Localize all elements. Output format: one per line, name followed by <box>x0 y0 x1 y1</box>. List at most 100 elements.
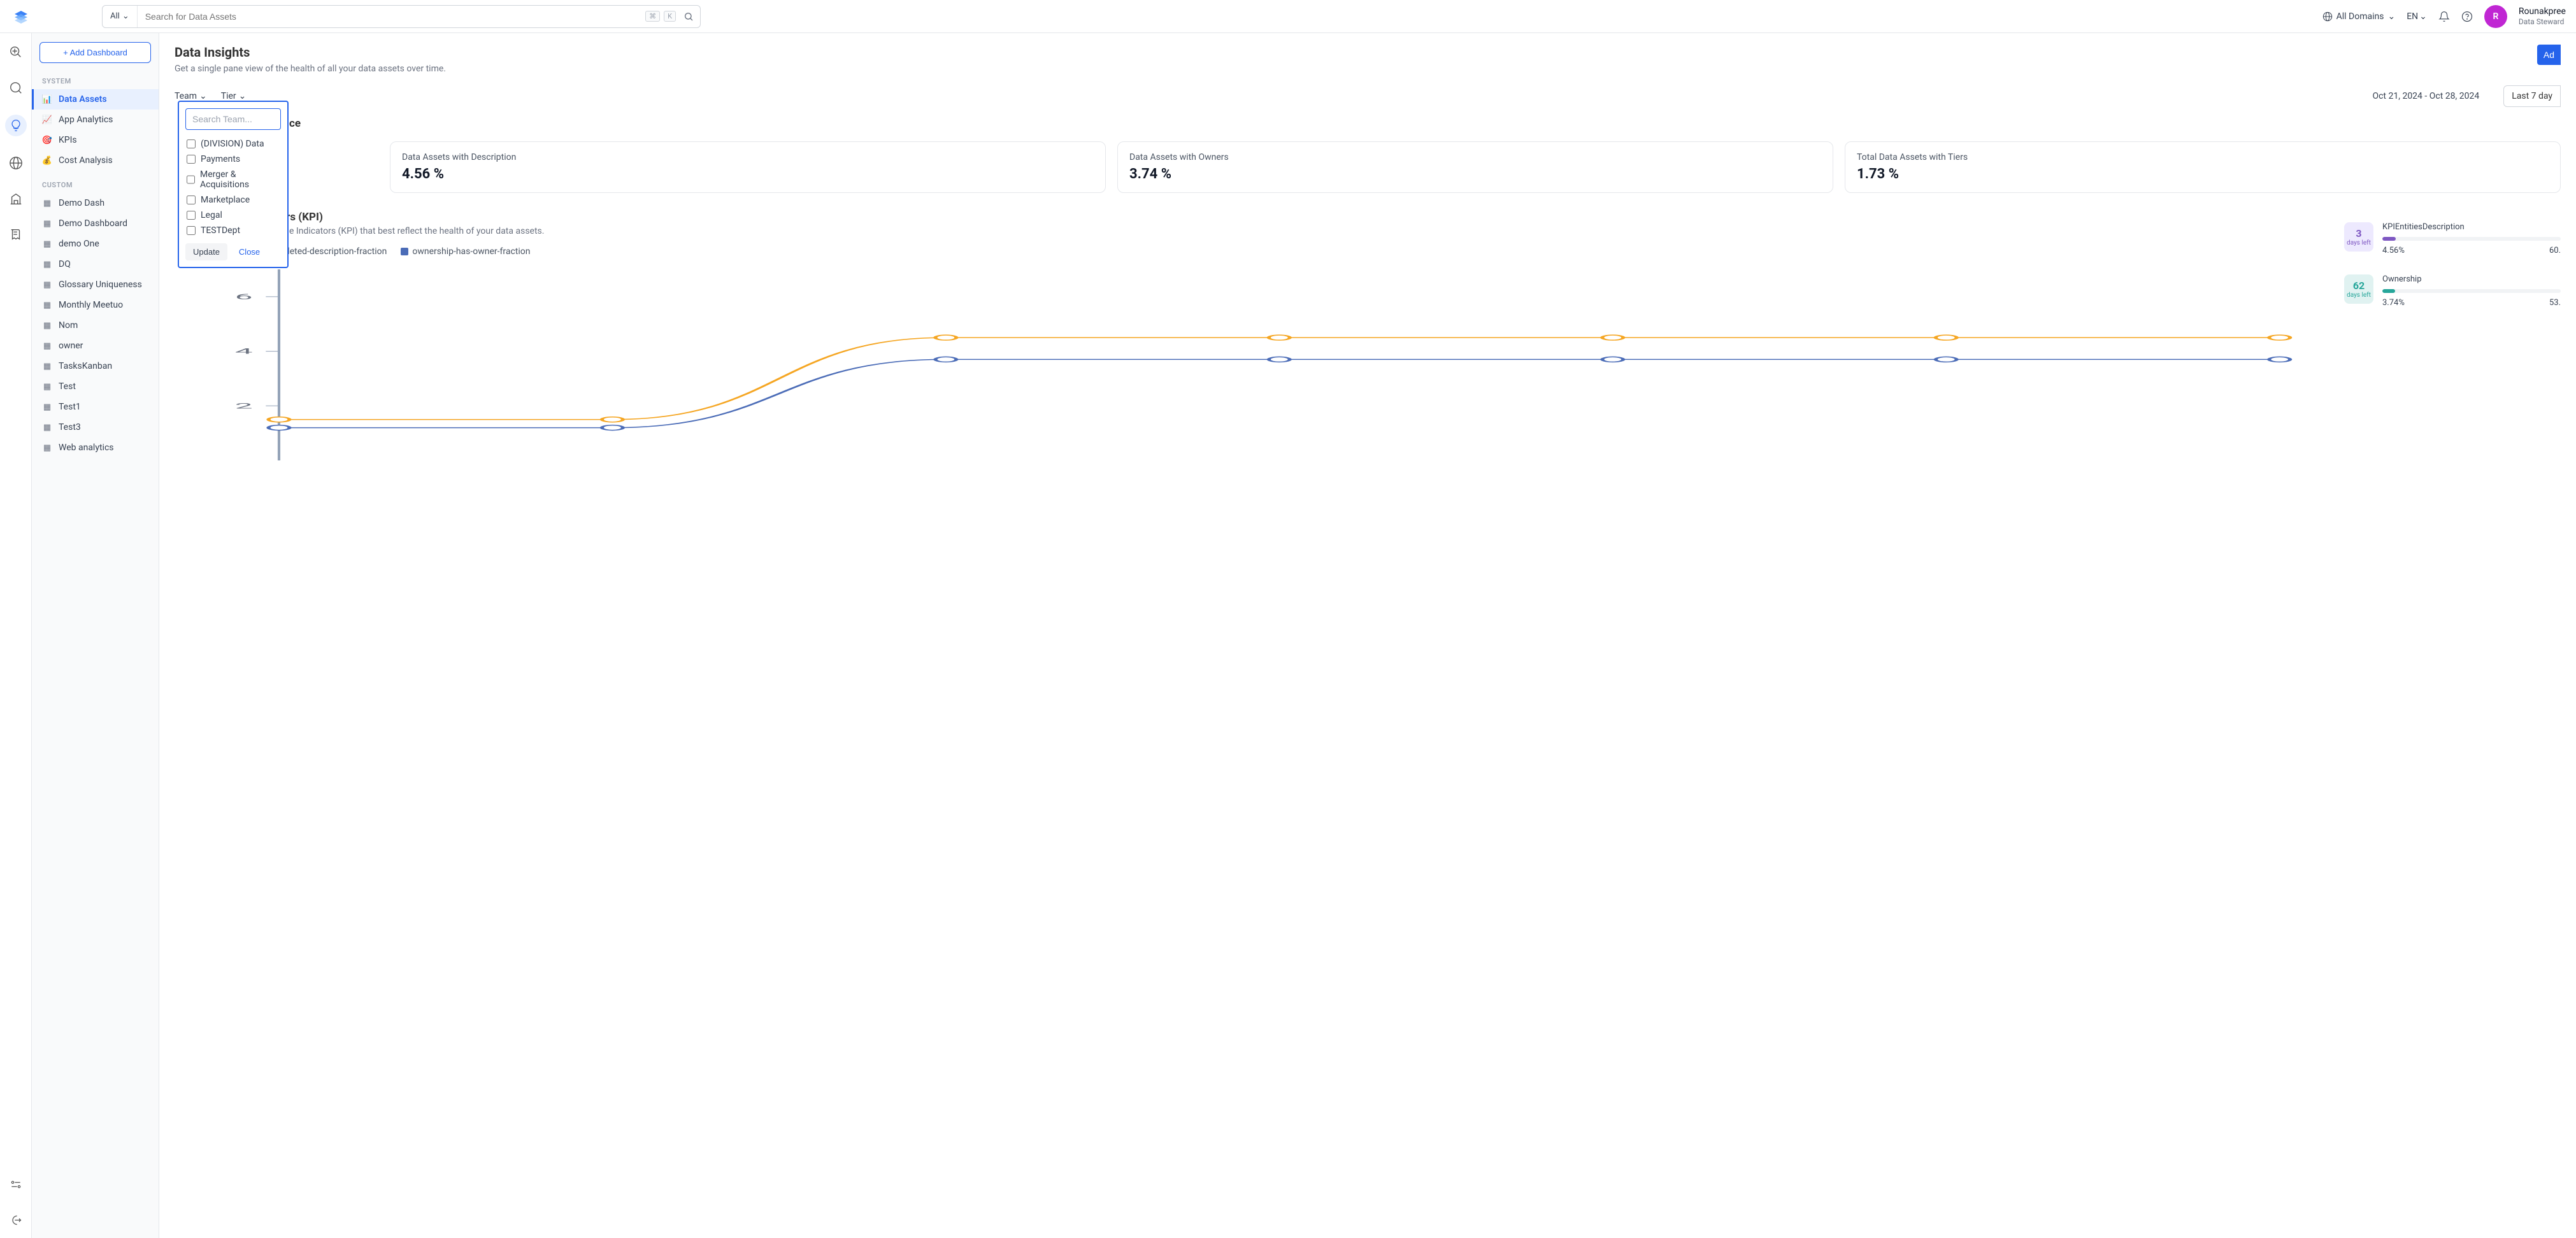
sidebar-item-demo-dashboard[interactable]: ▦Demo Dashboard <box>32 213 159 234</box>
team-search-input[interactable] <box>185 108 281 130</box>
sidebar-item-test3[interactable]: ▦Test3 <box>32 417 159 438</box>
team-filter-label: Team <box>175 91 197 101</box>
sidebar-item-cost-analysis[interactable]: 💰Cost Analysis <box>32 150 159 171</box>
sidebar-item-tasks-kanban[interactable]: ▦TasksKanban <box>32 356 159 376</box>
sidebar-item-kpis[interactable]: 🎯KPIs <box>32 130 159 150</box>
legend-owner-label: ownership-has-owner-fraction <box>412 246 530 257</box>
rail-glossary-icon[interactable] <box>7 225 25 243</box>
add-dashboard-label: + Add Dashboard <box>63 48 127 57</box>
domains-dropdown[interactable]: All Domains ⌄ <box>2322 11 2396 22</box>
add-dashboard-button[interactable]: + Add Dashboard <box>39 42 151 63</box>
sidebar-item-glossary-uniqueness[interactable]: ▦Glossary Uniqueness <box>32 274 159 295</box>
kpi-chart: 246 <box>200 263 2306 467</box>
sidebar-item-dq[interactable]: ▦DQ <box>32 254 159 274</box>
glance-title-suffix: ce <box>289 117 2561 130</box>
kbd-cmd: ⌘ <box>645 11 660 22</box>
grid-icon: ▦ <box>42 198 52 208</box>
rail-logout-icon[interactable] <box>7 1211 25 1229</box>
grid-icon: ▦ <box>42 381 52 392</box>
sidebar-item-owner[interactable]: ▦owner <box>32 336 159 356</box>
search-scope-dropdown[interactable]: All⌄ <box>103 6 138 27</box>
avatar-initial: R <box>2493 11 2498 22</box>
bell-icon[interactable] <box>2438 11 2450 22</box>
card-value: 3.74 % <box>1129 166 1821 182</box>
kpi-progress-item: 3 days left KPIEntitiesDescription 4.56%… <box>2344 222 2561 255</box>
sidebar-item-demo-dash[interactable]: ▦Demo Dash <box>32 193 159 213</box>
chevron-down-icon: ⌄ <box>122 11 129 21</box>
team-option-checkbox[interactable] <box>187 196 196 204</box>
team-dropdown: (DIVISION) DataPaymentsMerger & Acquisit… <box>178 101 289 268</box>
sidebar-item-demo-one[interactable]: ▦demo One <box>32 234 159 254</box>
chevron-down-icon: ⌄ <box>2387 11 2395 22</box>
grid-icon: ▦ <box>42 361 52 371</box>
kpi-progress-item: 62 days left Ownership 3.74%53. <box>2344 274 2561 308</box>
team-close-label: Close <box>239 247 260 257</box>
sidebar-section-system: SYSTEM <box>32 73 159 89</box>
rail-globe-icon[interactable] <box>7 154 25 172</box>
team-option-checkbox[interactable] <box>187 175 195 184</box>
sidebar-item-test[interactable]: ▦Test <box>32 376 159 397</box>
team-option[interactable]: Merger & Acquisitions <box>185 167 281 192</box>
grid-icon: ▦ <box>42 402 52 412</box>
team-option[interactable]: Legal <box>185 208 281 223</box>
team-option-checkbox[interactable] <box>187 155 196 164</box>
team-option-label: Marketplace <box>201 195 250 205</box>
rail-governance-icon[interactable] <box>7 190 25 208</box>
sidebar-item-label: DQ <box>59 259 71 269</box>
date-range: Oct 21, 2024 - Oct 28, 2024 <box>2372 91 2479 101</box>
days-left-badge: 62 days left <box>2344 274 2373 304</box>
sidebar-section-custom: CUSTOM <box>32 177 159 193</box>
help-icon[interactable] <box>2461 11 2473 22</box>
search-input[interactable] <box>138 11 639 22</box>
team-filter[interactable]: Team⌄ <box>175 91 207 101</box>
team-option[interactable]: Payments <box>185 152 281 167</box>
avatar[interactable]: R <box>2484 5 2507 28</box>
kpi-progress-bar <box>2382 237 2561 241</box>
search-icon[interactable] <box>683 11 694 22</box>
team-option-checkbox[interactable] <box>187 211 196 220</box>
days-left-label: days left <box>2347 292 2371 299</box>
add-button[interactable]: Ad <box>2537 45 2561 65</box>
grid-icon: ▦ <box>42 218 52 229</box>
sidebar: + Add Dashboard SYSTEM 📊Data Assets 📈App… <box>32 33 159 1238</box>
user-info: Rounakpree Data Steward <box>2519 6 2566 26</box>
content: Data Insights Get a single pane view of … <box>159 33 2576 1238</box>
team-update-button[interactable]: Update <box>185 243 227 260</box>
card-owners: Data Assets with Owners 3.74 % <box>1117 141 1833 193</box>
sidebar-item-label: Nom <box>59 320 78 331</box>
global-search: All⌄ ⌘ K <box>102 5 701 28</box>
rail-search-icon[interactable] <box>7 79 25 97</box>
card-description: Data Assets with Description 4.56 % <box>390 141 1106 193</box>
sidebar-item-nom[interactable]: ▦Nom <box>32 315 159 336</box>
team-option[interactable]: Marketplace <box>185 192 281 208</box>
sidebar-item-label: owner <box>59 341 83 351</box>
team-option[interactable]: (DIVISION) Data <box>185 136 281 152</box>
kpi-progress-value: 3.74% <box>2382 298 2405 308</box>
rail-explore-icon[interactable] <box>7 43 25 61</box>
language-dropdown[interactable]: EN⌄ <box>2407 11 2427 22</box>
sidebar-item-data-assets[interactable]: 📊Data Assets <box>32 89 159 110</box>
days-left-number: 3 <box>2356 227 2361 239</box>
kpi-progress-title: KPIEntitiesDescription <box>2382 222 2561 232</box>
tier-filter[interactable]: Tier⌄ <box>221 91 247 101</box>
card-tiers: Total Data Assets with Tiers 1.73 % <box>1845 141 2561 193</box>
sidebar-item-web-analytics[interactable]: ▦Web analytics <box>32 438 159 458</box>
grid-icon: ▦ <box>42 300 52 310</box>
sidebar-item-test1[interactable]: ▦Test1 <box>32 397 159 417</box>
days-left-label: days left <box>2347 239 2371 246</box>
sidebar-item-monthly-meetuo[interactable]: ▦Monthly Meetuo <box>32 295 159 315</box>
rail-insights-icon[interactable] <box>5 115 27 136</box>
sidebar-item-label: Web analytics <box>59 443 114 453</box>
team-option-checkbox[interactable] <box>187 139 196 148</box>
rail-settings-icon[interactable] <box>7 1176 25 1193</box>
date-range-select[interactable]: Last 7 day <box>2503 85 2561 107</box>
card-label: Data Assets with Owners <box>1129 152 1821 162</box>
sidebar-item-app-analytics[interactable]: 📈App Analytics <box>32 110 159 130</box>
svg-text:6: 6 <box>235 292 253 301</box>
card-value: 1.73 % <box>1857 166 2549 182</box>
team-option[interactable]: TESTDept <box>185 223 281 238</box>
card-value: 4.56 % <box>402 166 1094 182</box>
team-options-list: (DIVISION) DataPaymentsMerger & Acquisit… <box>185 136 281 238</box>
team-option-checkbox[interactable] <box>187 226 196 235</box>
team-close-button[interactable]: Close <box>234 243 265 260</box>
